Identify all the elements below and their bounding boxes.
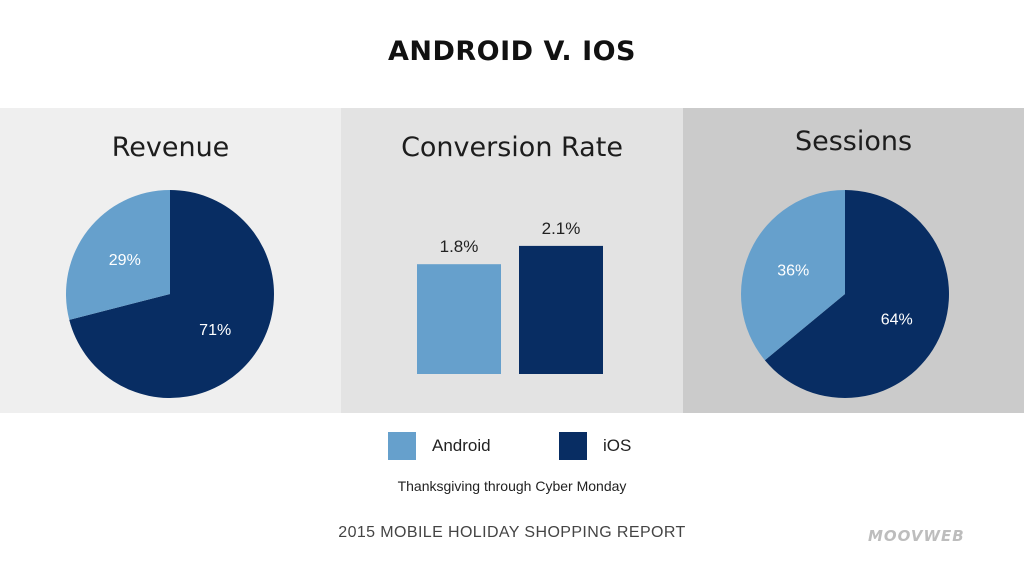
legend-swatch-ios (559, 432, 587, 460)
revenue-chart-title: Revenue (111, 132, 230, 163)
date-range-subtitle: Thanksgiving through Cyber Monday (397, 478, 627, 494)
revenue-slice-android (66, 189, 170, 320)
revenue-pie-chart: 71% 29% (66, 189, 274, 398)
revenue-panel: Revenue 71% 29% (0, 108, 341, 413)
legend: Android iOS (0, 432, 1024, 462)
conversion-rate-chart-title: Conversion Rate (401, 132, 623, 163)
report-title: 2015 MOBILE HOLIDAY SHOPPING REPORT (338, 524, 686, 541)
conversion-label-android: 1.8% (440, 237, 479, 256)
conversion-bar-android (417, 264, 501, 374)
conversion-label-ios: 2.1% (542, 219, 581, 238)
revenue-label-ios: 71% (199, 322, 231, 339)
conversion-rate-panel: Conversion Rate 1.8% 2.1% (341, 108, 683, 413)
sessions-pie-chart: 64% 36% (741, 190, 949, 398)
sessions-label-ios: 64% (881, 311, 913, 328)
legend-label-android: Android (432, 436, 491, 455)
sessions-slice-ios (764, 190, 949, 398)
sessions-panel: Sessions 64% 36% (683, 108, 1024, 413)
revenue-slice-ios (69, 190, 274, 398)
sessions-chart-title: Sessions (794, 126, 913, 157)
page-title: ANDROID V. IOS (387, 36, 637, 67)
conversion-rate-bar-chart: 1.8% 2.1% (417, 219, 603, 374)
revenue-label-android: 29% (109, 252, 141, 269)
conversion-bar-ios (519, 245, 603, 374)
legend-swatch-android (388, 432, 416, 460)
moovweb-logo: MOOVWEB (868, 527, 965, 545)
sessions-slice-android (741, 190, 845, 361)
legend-label-ios: iOS (603, 436, 632, 455)
sessions-label-android: 36% (777, 263, 809, 280)
